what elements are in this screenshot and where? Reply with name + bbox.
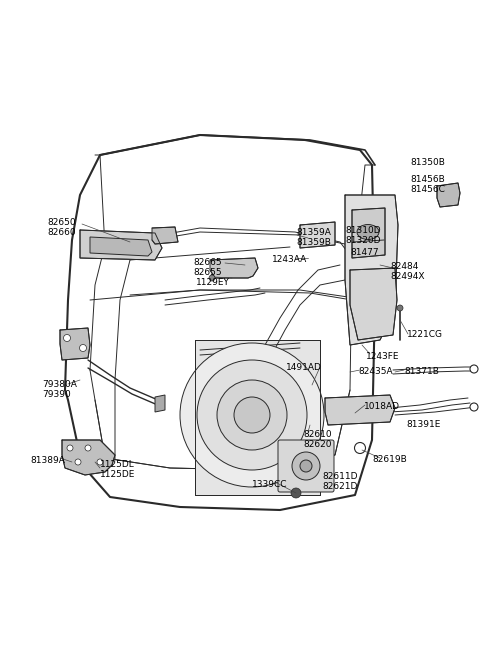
Text: 1221CG: 1221CG [407, 330, 443, 339]
Text: 79380A
79390: 79380A 79390 [42, 380, 77, 400]
Text: 81371B: 81371B [404, 367, 439, 376]
Circle shape [397, 305, 403, 311]
Text: 1491AD: 1491AD [286, 363, 322, 372]
Text: 1243FE: 1243FE [366, 352, 399, 361]
Circle shape [355, 443, 365, 453]
Polygon shape [152, 227, 178, 244]
Polygon shape [210, 258, 258, 278]
Text: 1125DL
1125DE: 1125DL 1125DE [100, 460, 135, 479]
FancyBboxPatch shape [278, 440, 334, 492]
Circle shape [180, 343, 324, 487]
Circle shape [209, 275, 215, 281]
Ellipse shape [357, 225, 379, 240]
Polygon shape [155, 395, 165, 412]
Text: 82484
82494X: 82484 82494X [390, 262, 424, 282]
Circle shape [234, 397, 270, 433]
Circle shape [80, 345, 86, 352]
Text: 81359A
81359B: 81359A 81359B [296, 228, 331, 248]
Polygon shape [195, 340, 320, 495]
Polygon shape [62, 440, 115, 475]
Text: 82435A: 82435A [358, 367, 393, 376]
Polygon shape [350, 268, 397, 340]
Polygon shape [345, 195, 398, 345]
Polygon shape [90, 237, 152, 256]
Polygon shape [352, 208, 385, 258]
Text: 1129EY: 1129EY [196, 278, 230, 287]
Circle shape [470, 403, 478, 411]
Circle shape [291, 488, 301, 498]
Text: 81456B
81456C: 81456B 81456C [410, 175, 445, 195]
Text: 82665
82655: 82665 82655 [193, 258, 222, 278]
Circle shape [470, 365, 478, 373]
Circle shape [217, 380, 287, 450]
Text: 81350B: 81350B [410, 158, 445, 167]
Circle shape [292, 452, 320, 480]
Text: 1339CC: 1339CC [252, 480, 288, 489]
Circle shape [67, 445, 73, 451]
Text: 82610
82620: 82610 82620 [303, 430, 332, 449]
Text: 82611D
82621D: 82611D 82621D [322, 472, 358, 491]
Circle shape [97, 459, 103, 465]
Text: 81389A: 81389A [30, 456, 65, 465]
Text: 81477: 81477 [350, 248, 379, 257]
Circle shape [197, 360, 307, 470]
Text: 1243AA: 1243AA [272, 255, 307, 264]
Polygon shape [325, 395, 395, 425]
Polygon shape [80, 230, 162, 260]
Circle shape [85, 445, 91, 451]
Circle shape [300, 460, 312, 472]
Text: 82650
82660: 82650 82660 [47, 218, 76, 237]
Polygon shape [60, 328, 90, 360]
Polygon shape [437, 183, 460, 207]
Text: 81391E: 81391E [406, 420, 440, 429]
Text: 1018AD: 1018AD [364, 402, 400, 411]
Circle shape [75, 459, 81, 465]
Text: 81310D
81320D: 81310D 81320D [345, 226, 381, 246]
Circle shape [63, 335, 71, 341]
Polygon shape [300, 222, 335, 248]
Text: 82619B: 82619B [372, 455, 407, 464]
